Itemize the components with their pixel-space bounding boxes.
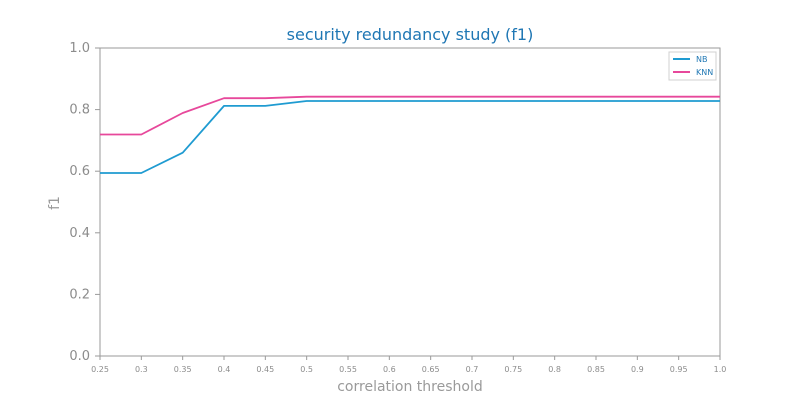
legend: NB KNN: [668, 51, 717, 81]
x-tick-label: 0.65: [422, 365, 440, 374]
y-axis-ticks: 0.0 0.2 0.4 0.6 0.8 1.0: [69, 41, 100, 364]
legend-knn-label: KNN: [696, 68, 713, 77]
y-tick-label: 0.6: [69, 164, 90, 179]
x-axis-label: correlation threshold: [337, 379, 483, 395]
x-axis-ticks: 0.25 0.3 0.35 0.4 0.45 0.5 0.55 0.6 0.65 0.7 0.75 0…: [91, 356, 726, 374]
x-tick-label: 0.7: [466, 365, 479, 374]
y-axis-label: f1: [47, 196, 63, 210]
y-tick-label: 0.2: [69, 287, 90, 302]
x-tick-label: 0.8: [548, 365, 561, 374]
x-tick-label: 0.4: [218, 365, 231, 374]
x-tick-label: 0.55: [339, 365, 357, 374]
y-tick-label: 0.0: [69, 349, 90, 364]
y-tick-label: 1.0: [69, 41, 90, 56]
series-line-nb: [100, 100, 720, 174]
x-tick-label: 0.45: [256, 365, 274, 374]
x-tick-label: 0.3: [135, 365, 148, 374]
x-tick-label: 0.25: [91, 365, 109, 374]
x-tick-label: 0.75: [504, 365, 522, 374]
x-tick-label: 0.95: [670, 365, 688, 374]
x-tick-label: 0.6: [383, 365, 396, 374]
x-tick-label: 0.35: [174, 365, 192, 374]
plot-frame: [99, 47, 721, 357]
x-tick-label: 0.9: [631, 365, 644, 374]
legend-box: [668, 51, 717, 81]
y-tick-label: 0.8: [69, 103, 90, 118]
x-tick-label: 0.5: [300, 365, 313, 374]
x-tick-label: 0.85: [587, 365, 605, 374]
x-tick-label: 1.0: [714, 365, 727, 374]
legend-nb-label: NB: [696, 55, 707, 64]
chart-title: security redundancy study (f1): [287, 25, 534, 44]
series-line-knn: [100, 95, 720, 136]
y-tick-label: 0.4: [69, 226, 90, 241]
series-layer: [100, 95, 720, 174]
